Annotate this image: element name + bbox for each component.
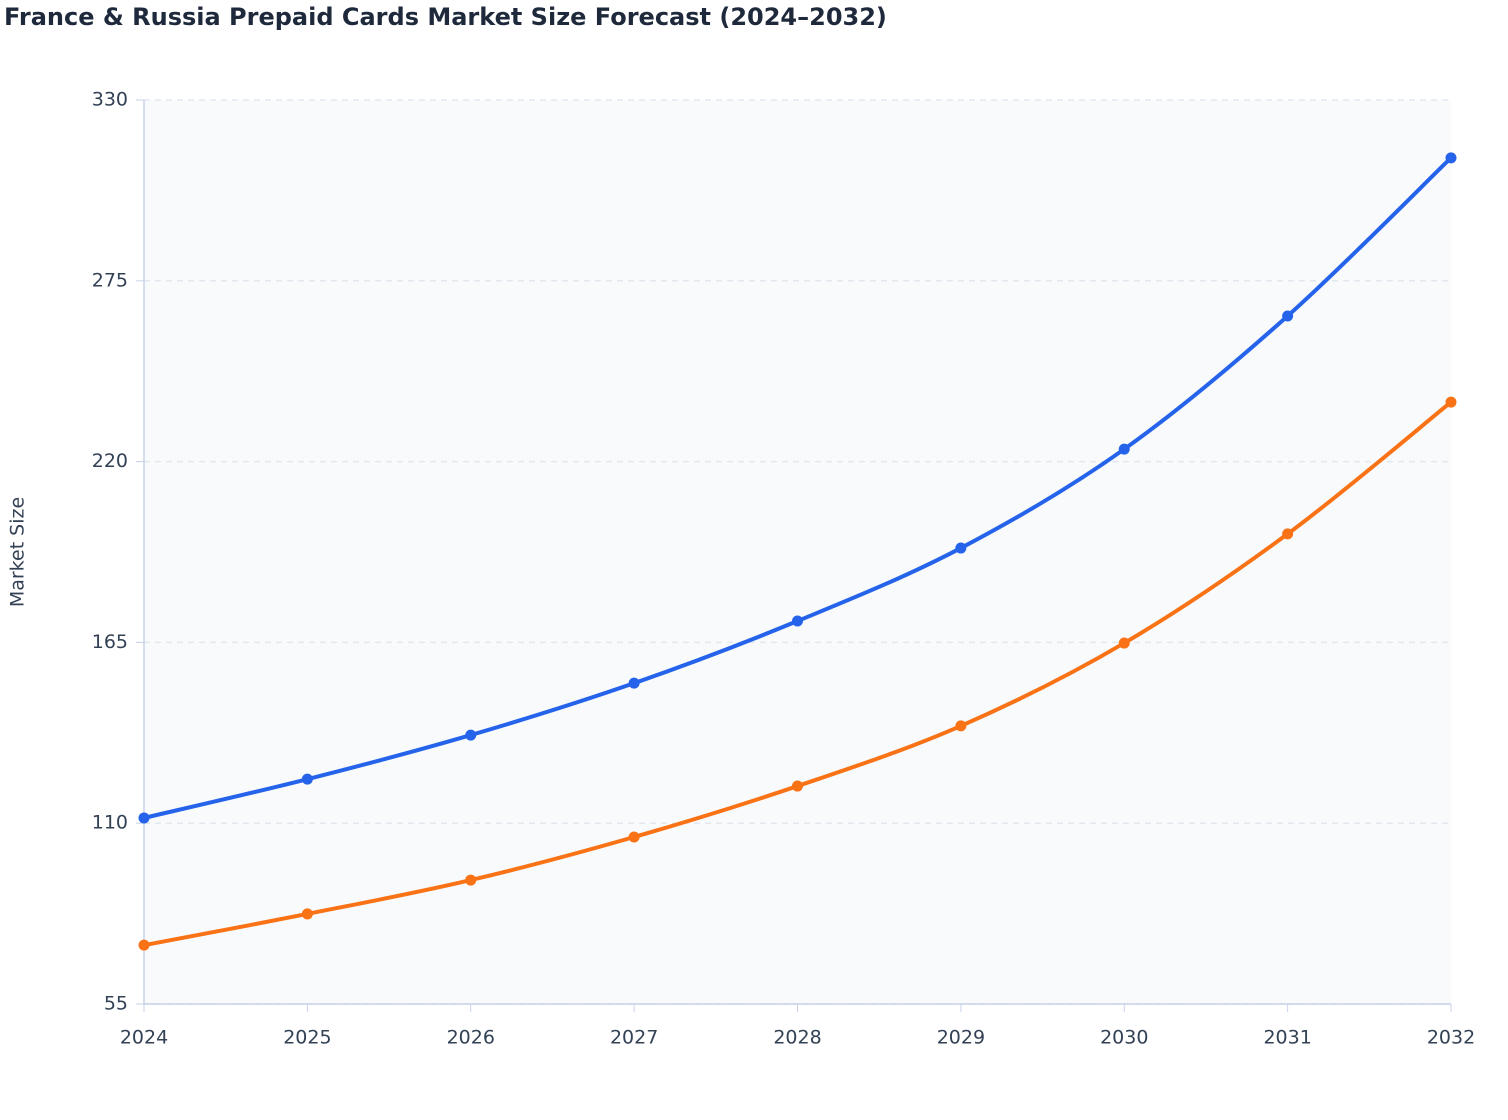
data-point [301, 773, 313, 785]
y-tick-label: 110 [92, 812, 128, 834]
series-line [143, 400, 1453, 948]
data-point [1282, 310, 1294, 322]
x-tick-label: 2025 [283, 1027, 331, 1049]
data-point [1118, 443, 1130, 455]
x-tick-label: 2026 [447, 1027, 495, 1049]
data-point [138, 812, 150, 824]
x-tick-label: 2030 [1100, 1027, 1148, 1049]
x-tick-label: 2032 [1427, 1027, 1475, 1049]
plot-area [144, 100, 1451, 1004]
data-point [628, 831, 640, 843]
x-tick-label: 2031 [1263, 1027, 1311, 1049]
y-tick-label: 55 [104, 993, 128, 1015]
data-point [138, 939, 150, 951]
data-point [465, 729, 477, 741]
data-point [465, 874, 477, 886]
y-tick-label: 165 [92, 631, 128, 653]
data-point [1445, 152, 1457, 164]
data-point [301, 908, 313, 920]
data-point [955, 720, 967, 732]
data-point [1445, 396, 1457, 408]
x-tick-label: 2028 [773, 1027, 821, 1049]
x-tick-label: 2024 [120, 1027, 168, 1049]
data-point [1118, 637, 1130, 649]
data-point [1282, 528, 1294, 540]
data-point [792, 780, 803, 792]
x-tick-label: 2027 [610, 1027, 658, 1049]
x-tick-label: 2029 [937, 1027, 985, 1049]
chart-title: France & Russia Prepaid Cards Market Siz… [4, 3, 887, 31]
data-point [628, 677, 640, 689]
series-line [143, 156, 1453, 820]
data-point [955, 542, 967, 554]
data-point [792, 615, 803, 627]
y-tick-label: 220 [92, 450, 128, 472]
y-tick-label: 275 [92, 269, 128, 291]
y-axis-label: Market Size [7, 497, 29, 607]
y-tick-label: 330 [92, 89, 128, 111]
